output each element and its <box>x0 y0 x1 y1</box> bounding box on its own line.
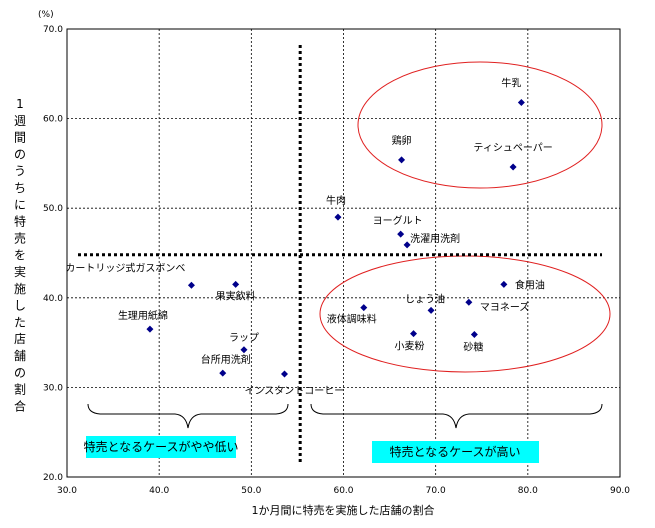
y-unit-label: (%) <box>38 10 54 20</box>
data-point-label: ティシュペーパー <box>473 142 552 154</box>
data-points: 牛乳鶏卵ティシュペーパー牛肉ヨーグルト洗濯用洗剤カートリッジ式ガスボンベ果実飲料… <box>65 76 552 396</box>
x-tick-label: 30.0 <box>57 486 77 496</box>
y-axis-label-char: う <box>14 164 26 178</box>
y-axis-label-char: に <box>14 198 26 212</box>
data-point-label: ヨーグルト <box>373 214 423 227</box>
data-point-marker <box>397 230 405 238</box>
x-tick-label: 60.0 <box>333 486 353 496</box>
y-tick-label: 20.0 <box>43 473 63 483</box>
data-point-marker <box>427 306 435 314</box>
data-point-label: 砂糖 <box>463 341 483 354</box>
data-point-marker <box>187 281 195 289</box>
data-point-label: 牛肉 <box>326 194 346 207</box>
y-axis-label-char: 間 <box>14 131 26 145</box>
y-tick-label: 30.0 <box>43 383 63 393</box>
y-axis-label-char: 店 <box>14 332 26 346</box>
data-point-marker <box>398 156 406 164</box>
data-point-marker <box>219 369 227 377</box>
data-point-label: 牛乳 <box>501 76 521 89</box>
data-point-marker <box>146 325 154 333</box>
data-point-label: 台所用洗剤 <box>201 353 251 366</box>
x-tick-label: 70.0 <box>426 486 446 496</box>
data-point-label: 小麦粉 <box>395 340 425 353</box>
low-group-box: 特売となるケースがやや低い <box>83 436 239 458</box>
left-group-brace <box>87 403 289 429</box>
data-point-marker <box>470 331 478 339</box>
data-point-marker <box>410 330 418 338</box>
data-point-marker <box>403 241 411 249</box>
data-point-label: 鶏卵 <box>392 134 412 147</box>
y-axis-label-char: 1 <box>16 97 24 111</box>
data-point-marker <box>509 163 517 171</box>
x-axis-label: 1か月間に特売を実施した店舗の割合 <box>252 503 435 517</box>
y-axis-label-char: ち <box>14 181 26 195</box>
high-group-ellipse-top <box>357 61 603 189</box>
y-tick-label: 60.0 <box>43 115 63 125</box>
data-point-marker <box>517 98 525 106</box>
y-axis-label-char: し <box>14 299 26 313</box>
y-axis-label-char: 割 <box>14 382 26 397</box>
y-axis-label-char: の <box>14 366 26 380</box>
data-point-label: 洗濯用洗剤 <box>410 232 460 245</box>
axis-ticks: 30.0 40.0 50.0 60.0 70.0 80.0 90.0 20.0 30.0 40.0… <box>43 25 630 496</box>
gridlines <box>67 29 620 477</box>
data-point-label: 生理用紙綿 <box>118 309 168 322</box>
data-point-label: 食用油 <box>515 278 545 291</box>
data-point-label: しょう油 <box>405 292 445 305</box>
y-axis-label-char: 売 <box>14 230 26 245</box>
x-tick-label: 80.0 <box>518 486 538 496</box>
x-tick-label: 50.0 <box>241 486 261 496</box>
high-group-box: 特売となるケースが高い <box>372 441 539 463</box>
y-axis-label-char: の <box>14 147 26 161</box>
data-point-label: ラップ <box>229 332 259 344</box>
data-point-label: 果実飲料 <box>216 289 256 302</box>
y-tick-label: 50.0 <box>43 204 63 214</box>
data-point-label: マヨネーズ <box>480 300 530 313</box>
y-tick-label: 40.0 <box>43 294 63 304</box>
y-axis-label-char: 舗 <box>14 349 26 363</box>
data-point-marker <box>334 213 342 221</box>
y-axis-label-char: を <box>14 248 26 262</box>
data-point-label: カートリッジ式ガスボンベ <box>65 261 185 274</box>
data-point-marker <box>465 298 473 306</box>
data-point-marker <box>240 346 248 354</box>
data-point-label: 液体調味料 <box>327 313 377 326</box>
data-point-label: インスタントコーヒー <box>245 385 345 397</box>
x-tick-label: 90.0 <box>610 486 630 496</box>
data-point-marker <box>500 280 508 288</box>
right-group-brace <box>310 403 603 429</box>
y-axis-label-char: 施 <box>14 282 26 296</box>
x-tick-label: 40.0 <box>149 486 169 496</box>
y-axis-label-char: 実 <box>14 264 26 279</box>
y-tick-label: 70.0 <box>43 25 63 35</box>
high-group-label: 特売となるケースが高い <box>389 444 520 459</box>
data-point-marker <box>360 304 368 312</box>
y-axis-label-char: 週 <box>14 114 26 128</box>
y-axis-label-char: 合 <box>14 398 26 413</box>
y-axis-label-char: 特 <box>14 214 26 229</box>
low-group-label: 特売となるケースがやや低い <box>83 439 238 454</box>
data-point-marker <box>232 280 240 288</box>
data-point-marker <box>281 370 289 378</box>
y-axis-label-char: た <box>14 315 26 329</box>
